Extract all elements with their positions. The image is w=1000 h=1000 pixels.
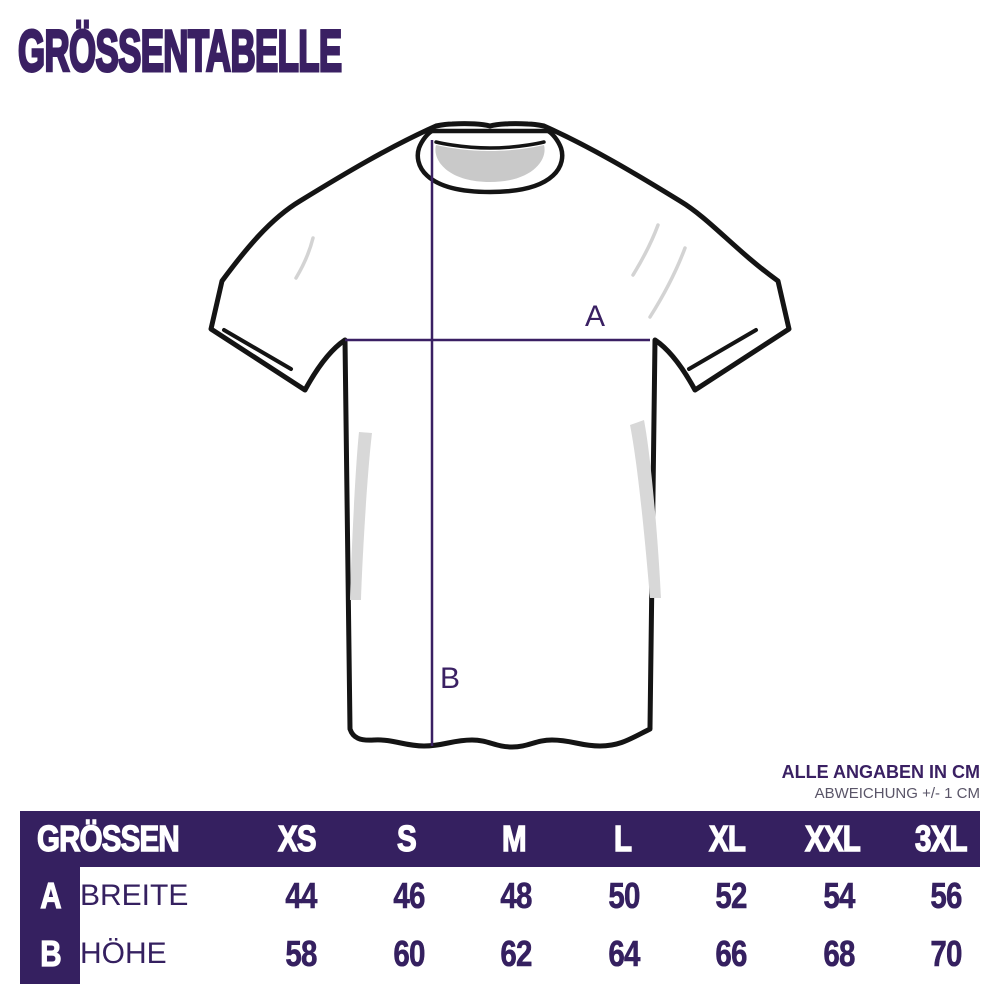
svg-text:B: B (440, 662, 460, 695)
svg-text:A: A (585, 300, 605, 333)
